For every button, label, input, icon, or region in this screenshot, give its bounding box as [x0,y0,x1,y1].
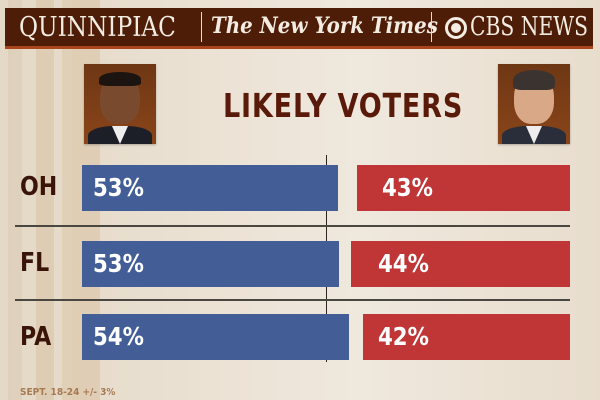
bar-value: 42% [378,322,429,351]
state-label-pa: PA [20,322,52,352]
bar-value: 54% [93,322,144,351]
cbs-news-logo: CBS NEWS [445,12,600,42]
poll-footnote: SEPT. 18-24 +/- 3% [20,387,116,398]
header-banner: QUINNIPIAC The New York Times CBS NEWS [5,8,593,49]
state-label-fl: FL [20,248,50,278]
chart-title: LIKELY VOTERS [222,86,464,125]
obama-photo [84,64,156,144]
state-label-oh: OH [20,172,58,202]
cbs-eye-icon [445,17,467,39]
bar-value: 43% [382,173,433,202]
quinnipiac-logo: QUINNIPIAC [19,12,176,43]
row-divider [15,225,570,227]
nyt-logo: The New York Times [211,13,438,39]
hair [513,70,555,90]
romney-bar-pa: 42% [363,314,570,360]
obama-bar-pa: 54% [82,314,349,360]
bar-value: 53% [93,173,144,202]
bar-value: 53% [93,249,144,278]
row-divider [15,299,570,301]
bg-stripe [62,0,72,400]
hair [99,72,141,86]
header-separator [201,12,202,42]
cbs-news-text: CBS NEWS [470,12,589,42]
obama-bar-fl: 53% [82,241,339,287]
header-separator [431,12,432,42]
bar-value: 44% [378,249,429,278]
obama-bar-oh: 53% [82,165,338,211]
romney-bar-fl: 44% [351,241,570,287]
romney-bar-oh: 43% [357,165,570,211]
romney-photo [498,64,570,144]
